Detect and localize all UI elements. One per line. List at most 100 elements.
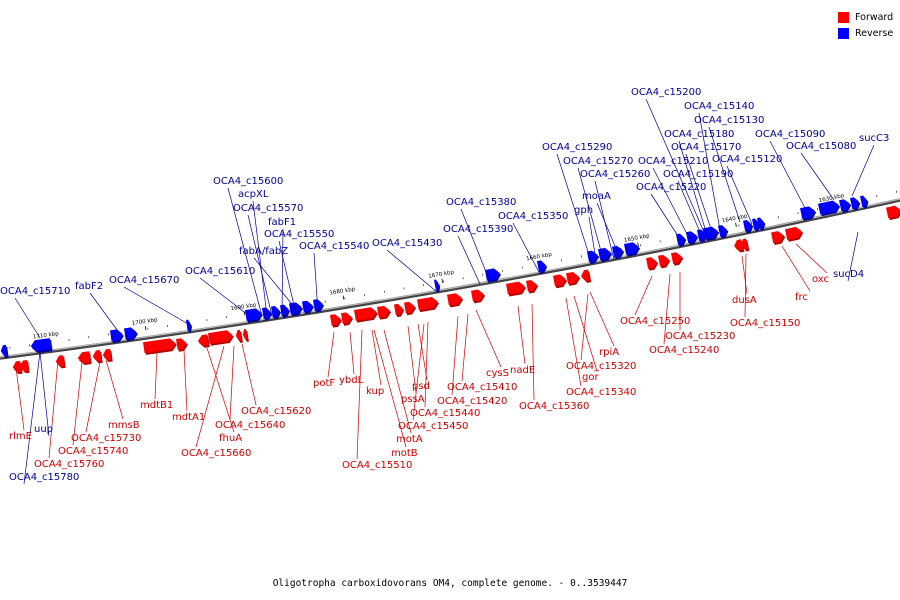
forward-leader-line [371,329,382,386]
reverse-gene-arrow [676,233,687,247]
reverse-leader-line [698,112,721,231]
forward-leader-line [327,331,335,378]
forward-gene-arrow [77,351,92,365]
forward-gene-arrow [447,293,464,308]
gene-arrow-body [302,300,313,313]
gene-arrow-body [354,307,377,321]
forward-gene-label: frc [795,292,808,303]
reverse-gene-label: OCA4_c15570 [233,203,303,214]
tick-label: 1640 kbp [721,213,748,224]
reverse-gene-arrow [839,199,852,213]
forward-gene-arrow [55,355,66,369]
forward-leader-line [241,343,257,406]
reverse-leader-line [281,228,284,317]
gene-arrow-body [718,225,727,237]
forward-gene-arrow [646,257,659,271]
reverse-gene-label: OCA4_c15140 [684,101,754,112]
forward-gene-label: OCA4_c15620 [241,406,311,417]
forward-swatch [838,11,849,23]
gene-arrow-body [0,344,8,357]
reverse-leader-line [678,140,707,233]
forward-leader-line [531,303,535,401]
reverse-leader-line [460,208,491,283]
reverse-leader-line [577,167,605,263]
gene-arrow-body [77,351,91,364]
gene-arrow-body [102,348,112,361]
forward-gene-arrow [417,296,439,313]
gene-arrow-body [886,205,900,219]
reverse-leader-line [278,240,297,315]
gene-arrow-body [377,305,390,318]
reverse-gene-arrow [313,299,325,313]
forward-gene-label: OCA4_c15450 [398,421,468,432]
reverse-gene-arrow [30,338,53,353]
forward-leader-line [634,275,653,316]
gene-arrow-body [506,281,525,295]
gene-arrow-body [404,301,415,314]
forward-leader-line [461,313,469,382]
forward-gene-arrow [741,238,750,252]
gene-arrow-body [526,279,537,292]
forward-leader-line [573,295,598,372]
forward-gene-label: dusA [732,295,757,306]
reverse-gene-label: OCA4_c15210 [638,156,708,167]
reverse-leader-line [39,351,50,437]
forward-leader-line [105,359,124,420]
gene-arrow-body [860,195,868,207]
reverse-gene-arrow [110,329,124,344]
reverse-gene-arrow [302,300,315,315]
gene-arrow-body [537,260,546,272]
gene-arrow-body [646,257,657,269]
forward-gene-arrow [771,231,786,246]
forward-gene-arrow [208,330,234,346]
gene-arrow-body [55,355,65,367]
reverse-leader-line [650,193,679,237]
reverse-gene-label: OCA4_c15710 [0,286,70,297]
genome-caption: Oligotropha carboxidovorans OM4, complet… [272,578,628,589]
reverse-gene-label: OCA4_c15600 [213,176,283,187]
forward-gene-arrow [404,301,417,316]
gene-arrow-body [245,308,262,321]
reverse-gene-label: OCA4_c15350 [498,211,568,222]
gene-arrow-body [624,242,639,255]
reverse-gene-arrow [743,219,754,234]
reverse-leader-line [512,222,541,275]
forward-gene-label: OCA4_c15730 [71,433,141,444]
scale-tick: 1700 kbp [131,317,158,331]
forward-leader-line [475,309,502,368]
reverse-swatch [838,27,849,39]
forward-leader-line [206,347,235,433]
gene-arrow-body [186,319,191,331]
forward-gene-label: OCA4_c15230 [665,331,735,342]
forward-gene-label: ybdL [339,375,364,386]
gene-arrow-body [271,305,280,318]
reverse-gene-arrow [537,260,548,274]
forward-leader-line [741,255,748,295]
forward-gene-arrow [671,252,684,266]
gene-arrow-body [771,231,784,244]
forward-gene-label: motA [396,434,423,445]
forward-leader-line [663,273,671,345]
forward-gene-arrow [785,226,804,242]
reverse-gene-label: OCA4_c15260 [580,169,650,180]
leader-line-layer [14,98,875,485]
reverse-leader-line [23,351,41,485]
reverse-gene-label: OCA4_c15380 [446,197,516,208]
reverse-gene-arrow [434,279,441,293]
reverse-leader-line [851,144,875,197]
gene-arrow-body [553,274,566,287]
reverse-gene-label: OCA4_c15550 [264,229,334,240]
forward-gene-label: OCA4_c15440 [410,408,480,419]
forward-leader-line [183,349,188,412]
legend-item-forward: Forward [838,9,893,25]
gene-arrow-body [587,250,598,263]
reverse-gene-arrow [271,305,282,320]
reverse-leader-line [89,292,121,335]
reverse-gene-label: OCA4_c15180 [664,129,734,140]
reverse-gene-label: OCA4_c15190 [663,169,733,180]
reverse-leader-line [252,200,268,317]
gene-arrow-body [671,252,682,264]
reverse-leader-line [726,165,753,225]
reverse-gene-arrow [124,327,138,342]
